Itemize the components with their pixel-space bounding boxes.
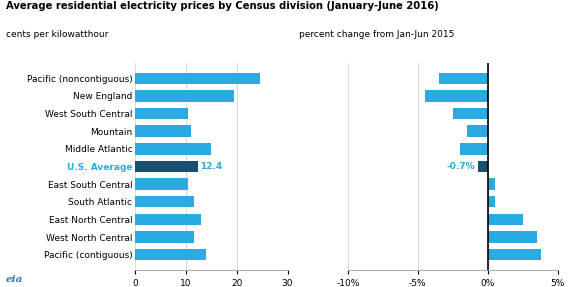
Bar xyxy=(135,108,189,119)
Bar xyxy=(488,178,494,190)
Bar xyxy=(135,249,206,260)
Bar xyxy=(488,249,541,260)
Bar xyxy=(478,161,488,172)
Text: cents per kilowatthour: cents per kilowatthour xyxy=(6,30,108,39)
Bar xyxy=(135,196,194,208)
Bar xyxy=(488,231,536,243)
Bar xyxy=(135,143,212,155)
Text: -0.7%: -0.7% xyxy=(447,162,475,171)
Bar xyxy=(439,73,488,84)
Bar xyxy=(425,90,488,102)
Bar xyxy=(135,231,194,243)
Bar xyxy=(453,108,488,119)
Text: Average residential electricity prices by Census division (January-June 2016): Average residential electricity prices b… xyxy=(6,1,439,11)
Bar xyxy=(467,125,488,137)
Bar xyxy=(135,178,189,190)
Text: percent change from Jan-Jun 2015: percent change from Jan-Jun 2015 xyxy=(299,30,454,39)
Bar xyxy=(135,73,259,84)
Bar xyxy=(135,90,234,102)
Bar xyxy=(135,161,198,172)
Text: eia: eia xyxy=(6,275,23,284)
Bar xyxy=(135,125,191,137)
Bar xyxy=(135,214,201,225)
Bar xyxy=(460,143,488,155)
Bar xyxy=(488,214,523,225)
Text: 12.4: 12.4 xyxy=(200,162,223,171)
Bar xyxy=(488,196,494,208)
